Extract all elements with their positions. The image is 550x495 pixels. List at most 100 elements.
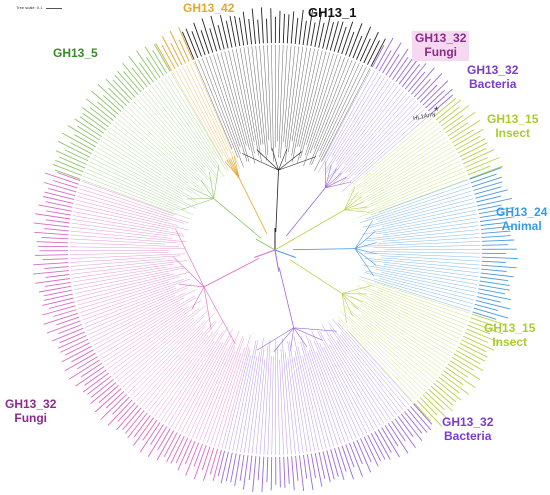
tree-leaf-label <box>413 403 433 425</box>
tree-leaf-label <box>59 156 86 169</box>
tree-leaf-label <box>475 189 508 199</box>
tree-leaf-line <box>331 74 382 157</box>
tree-branch <box>341 293 353 317</box>
tree-leaf-label <box>398 59 418 85</box>
tree-leaf-line <box>112 308 200 376</box>
tree-leaf-label <box>480 221 507 226</box>
tree-leaf-label <box>229 16 237 47</box>
tree-leaf-label <box>248 455 253 481</box>
tree-leaf-line <box>374 278 472 308</box>
tree-leaf-label <box>123 71 142 93</box>
tree-leaf-line <box>297 49 319 147</box>
tree-leaf-line <box>323 346 367 434</box>
tree-leaf-label <box>371 44 385 68</box>
tree-leaf-line <box>95 302 180 349</box>
tree-leaf-label <box>345 444 355 468</box>
tree-leaf-label <box>410 67 435 95</box>
clade-label-gh13-5: GH13_5 <box>53 46 98 61</box>
tree-leaf-line <box>236 340 258 452</box>
tree-leaf-label <box>162 36 179 68</box>
tree-leaf-line <box>360 303 449 360</box>
tree-leaf-label <box>445 366 476 388</box>
tree-leaf-line <box>199 350 236 441</box>
tree-leaf-line <box>70 238 166 245</box>
tree-branch <box>256 149 279 171</box>
clade-label-gh13-42: GH13_42 <box>183 1 234 16</box>
tree-leaf-label <box>407 71 426 92</box>
tree-leaf-label <box>34 213 71 220</box>
tree-leaf-label <box>46 320 81 334</box>
tree-leaf-line <box>349 137 447 202</box>
tree-leaf-line <box>125 315 206 391</box>
tree-leaf-line <box>360 164 462 212</box>
tree-leaf-label <box>42 305 76 316</box>
tree-leaf-label <box>306 9 314 46</box>
tree-leaf-line <box>365 287 465 329</box>
tree-leaf-line <box>335 81 392 162</box>
tree-leaf-label <box>440 105 470 127</box>
tree-leaf-label <box>217 450 226 477</box>
tree-leaf-label <box>433 97 457 118</box>
tree-leaf-label <box>80 362 103 378</box>
tree-leaf-label <box>481 256 518 259</box>
tree-leaf-line <box>205 56 241 154</box>
tree-leaf-label <box>142 419 158 441</box>
tree-leaf-label <box>238 17 245 46</box>
tree-leaf-line <box>291 48 311 156</box>
tree-leaf-label <box>449 120 481 140</box>
tree-leaf-label <box>352 35 363 59</box>
tree-leaf-label <box>46 210 72 216</box>
tree-leaf-label <box>35 254 69 256</box>
tree-leaf-line <box>380 255 480 262</box>
tree-leaf-line <box>105 299 202 366</box>
tree-leaf-label <box>41 236 69 240</box>
tree-leaf-line <box>195 345 236 440</box>
tree-leaf-line <box>73 266 184 287</box>
tree-leaf-line <box>325 72 379 163</box>
tree-leaf-line <box>383 264 479 277</box>
tree-leaf-label <box>377 429 392 453</box>
tree-leaf-line <box>101 140 196 201</box>
tree-leaf-line <box>321 324 385 424</box>
tree-leaf-line <box>356 160 460 211</box>
asterisk-icon: * <box>434 104 439 118</box>
tree-scale-label: Tree scale: 0.1 <box>16 5 43 10</box>
tree-leaf-label <box>470 317 495 327</box>
tree-leaf-label <box>464 332 488 343</box>
tree-leaf-label <box>242 11 249 45</box>
tree-leaf-line <box>189 63 234 158</box>
tree-leaf-label <box>278 10 281 44</box>
tree-leaf-label <box>170 42 183 66</box>
tree-branch <box>344 206 368 211</box>
tree-leaf-label <box>57 140 91 158</box>
tree-branch <box>278 151 302 171</box>
tree-leaf-line <box>338 103 419 186</box>
tree-branch <box>181 198 214 210</box>
tree-leaf-label <box>445 112 476 134</box>
tree-leaf-label <box>91 90 119 115</box>
tree-leaf-label <box>356 439 372 473</box>
tree-leaf-line <box>309 60 353 165</box>
tree-leaf-line <box>93 154 197 209</box>
clade-label-gh13-32-fungi-top: GH13_32 Fungi <box>412 31 470 61</box>
tree-branch <box>178 283 205 288</box>
tree-leaf-label <box>44 172 79 185</box>
tree-leaf-label <box>155 43 172 71</box>
tree-leaf-line <box>72 266 168 283</box>
tree-leaf-line <box>373 264 478 281</box>
tree-leaf-label <box>45 201 73 208</box>
tree-leaf-line <box>75 203 189 231</box>
tree-leaf-label <box>82 372 109 393</box>
tree-leaf-label <box>416 400 443 427</box>
tree-leaf-line <box>370 302 455 350</box>
tree-branch <box>293 327 337 332</box>
tree-leaf-label <box>76 356 98 370</box>
tree-branch <box>242 153 279 171</box>
tree-leaf-line <box>378 179 468 213</box>
tree-leaf-label <box>352 441 363 465</box>
tree-leaf-line <box>362 198 474 228</box>
tree-leaf-label <box>201 18 214 53</box>
tree-leaf-label <box>459 142 488 158</box>
tree-leaf-label <box>467 324 491 335</box>
tree-leaf-label <box>425 89 445 109</box>
